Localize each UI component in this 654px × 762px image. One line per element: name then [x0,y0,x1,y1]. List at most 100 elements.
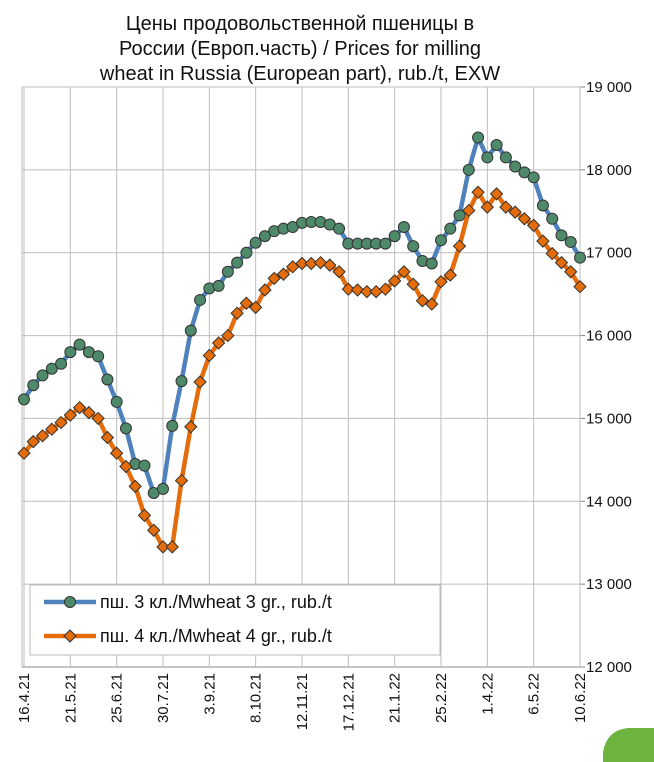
point [174,473,189,488]
point [82,405,96,420]
point [378,282,393,296]
x-tick-label: 17.12.21 [340,673,357,731]
chart-title: России (Европ.часть) / Prices for millin… [119,38,481,60]
point [64,596,76,608]
point [156,540,170,554]
point [472,131,485,144]
point [91,411,105,426]
point [138,459,151,472]
point [443,268,457,282]
x-tick-label: 3.9.21 [201,673,218,715]
point [332,265,346,279]
point [518,166,531,179]
point [489,187,504,201]
legend-label: пш. 4 кл./Mwheat 4 gr., rub./t [100,626,332,646]
point [184,324,197,337]
point [546,212,559,225]
point [499,151,512,164]
point [554,255,569,270]
y-tick-label: 16 000 [586,328,632,345]
point [17,446,31,460]
point [573,279,587,294]
point [45,362,58,375]
point [462,203,476,218]
point [35,429,50,443]
point [92,350,105,363]
point [55,357,68,370]
point [453,209,466,222]
point [175,375,188,388]
legend-box [29,584,441,656]
point [341,282,356,296]
title: Цены продовольственной пшеницы в России (… [99,13,500,85]
y-tick-label: 19 000 [586,79,632,96]
legend-label: пш. 3 кл./Mwheat 3 gr., rub./t [100,592,332,612]
x-tick-label: 6.5.22 [526,673,543,715]
x-tick-label: 21.5.21 [62,673,79,723]
point [64,346,77,359]
point [212,279,225,292]
point [397,265,411,279]
point [407,240,420,253]
point [397,221,410,234]
point [388,230,401,243]
x-tick-label: 30.7.21 [155,673,172,723]
point [435,234,447,247]
point [45,422,59,436]
point [147,523,161,537]
point [267,271,281,286]
logo [603,728,654,762]
point [54,415,68,430]
point [527,171,540,184]
point [526,218,541,233]
y-tick-label: 18 000 [586,162,632,179]
point [258,230,271,243]
point [18,393,30,406]
chart-title: Цены продовольственной пшеницы в [126,13,474,35]
point [26,434,40,449]
point [509,160,522,173]
point [194,293,207,306]
point [425,297,439,311]
point [221,265,234,278]
point [536,234,550,248]
point [221,328,235,343]
logo-shape [603,728,654,762]
point [508,205,522,219]
point [452,239,467,253]
point [481,151,494,164]
point [63,629,77,643]
point [360,284,374,299]
point [230,306,244,320]
point [63,408,78,422]
y-tick-label: 13 000 [586,576,632,593]
y-tick-label: 12 000 [586,659,632,676]
point [406,277,420,291]
point [350,283,365,297]
point [193,375,207,389]
x-tick-label: 16.4.21 [16,673,33,723]
point [471,185,485,199]
point [425,257,438,270]
point [536,199,549,212]
x-tick-label: 10.6.22 [572,673,589,723]
point [387,274,402,288]
point [157,482,169,495]
point [333,222,346,235]
point [249,236,262,249]
point [202,348,217,363]
plot [17,131,587,554]
point [295,256,309,271]
point [545,246,559,261]
point [434,275,448,289]
point [574,251,586,264]
point [119,422,132,435]
point [231,256,244,269]
legend: пш. 3 кл./Mwheat 3 gr., rub./t пш. 4 кл./… [44,592,332,646]
point [258,283,272,297]
x-tick-label: 25.6.21 [109,673,126,723]
point [480,200,495,214]
point [313,255,328,270]
point [101,373,114,386]
